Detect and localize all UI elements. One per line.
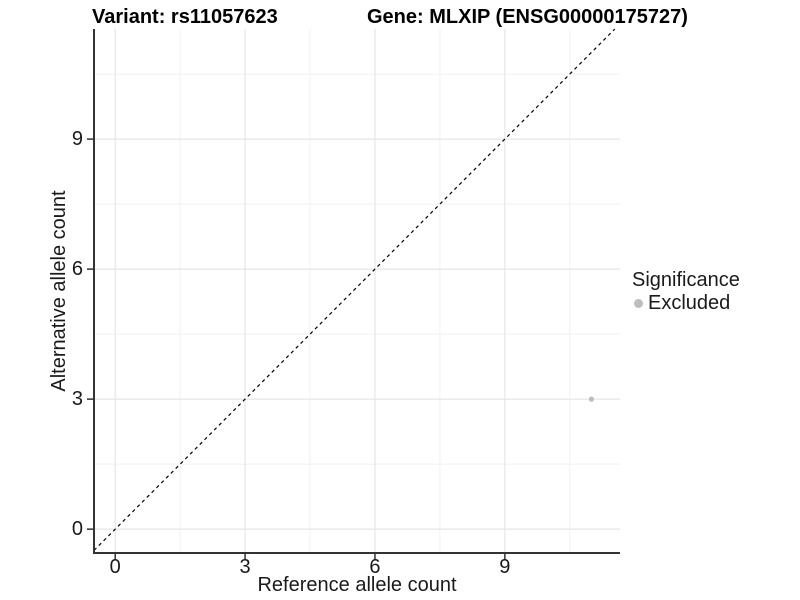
y-axis-title: Alternative allele count bbox=[48, 190, 70, 392]
y-tick-label: 3 bbox=[72, 388, 83, 410]
plot-title-variant: Variant: rs11057623 bbox=[92, 6, 278, 28]
x-tick-label: 0 bbox=[110, 556, 121, 578]
excluded-point-swatch bbox=[634, 298, 643, 308]
plot-title-gene: Gene: MLXIP (ENSG00000175727) bbox=[367, 6, 688, 28]
y-tick-label: 9 bbox=[72, 128, 83, 150]
y-tick-label: 6 bbox=[72, 258, 83, 280]
identity-dashed-line bbox=[93, 28, 616, 551]
legend-item-label: Excluded bbox=[648, 291, 731, 314]
x-tick-label: 3 bbox=[240, 556, 251, 578]
y-tick-label: 0 bbox=[72, 518, 83, 540]
legend-item-excluded: Excluded bbox=[632, 292, 740, 314]
legend-title: Significance bbox=[632, 269, 740, 291]
x-tick-label: 9 bbox=[499, 556, 510, 578]
x-axis-title: Reference allele count bbox=[257, 574, 457, 596]
x-tick-label: 6 bbox=[369, 556, 380, 578]
data-point bbox=[588, 396, 595, 402]
legend: Significance Excluded bbox=[632, 268, 740, 314]
